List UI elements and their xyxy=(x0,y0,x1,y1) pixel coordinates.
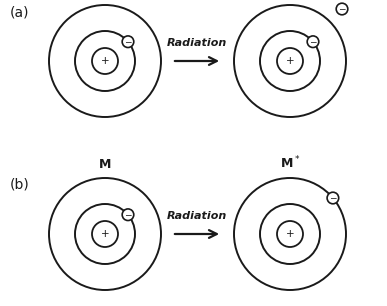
Text: Radiation: Radiation xyxy=(167,38,227,48)
Circle shape xyxy=(327,192,339,204)
Text: (a): (a) xyxy=(10,6,29,20)
Text: +: + xyxy=(286,56,294,66)
Text: M$^*$: M$^*$ xyxy=(280,155,300,171)
Text: +: + xyxy=(101,56,109,66)
Circle shape xyxy=(336,3,348,15)
Text: Radiation: Radiation xyxy=(167,211,227,221)
Text: −: − xyxy=(338,5,346,13)
Circle shape xyxy=(307,36,319,47)
Text: −: − xyxy=(329,193,337,203)
Circle shape xyxy=(122,36,134,47)
Text: +: + xyxy=(286,229,294,239)
Circle shape xyxy=(122,209,134,221)
Text: −: − xyxy=(124,37,132,46)
Text: M: M xyxy=(99,158,111,171)
Text: −: − xyxy=(309,37,317,46)
Text: (b): (b) xyxy=(10,178,30,192)
Text: −: − xyxy=(124,210,132,219)
Text: +: + xyxy=(101,229,109,239)
